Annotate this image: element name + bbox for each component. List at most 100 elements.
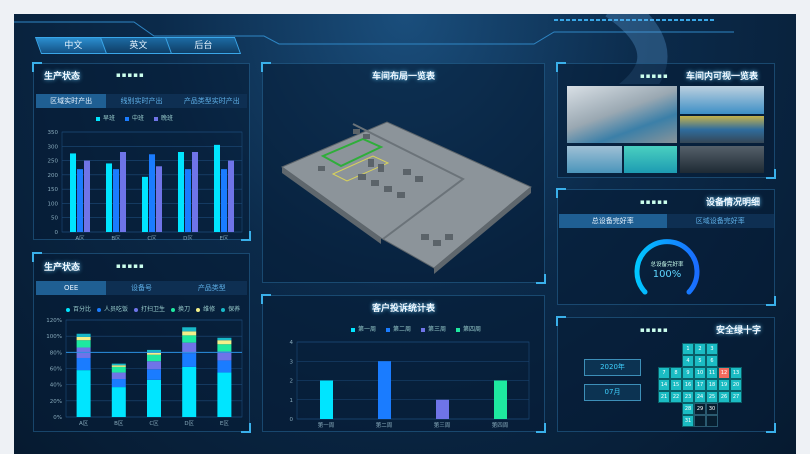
calendar-empty-cell <box>694 415 706 427</box>
stacked-segment-维修 <box>111 365 126 367</box>
tab-equipment-no[interactable]: 设备号 <box>130 284 152 292</box>
x-tick-label: E区 <box>220 420 229 427</box>
calendar-day[interactable]: 29 <box>694 403 706 415</box>
y-tick-label: 50 <box>51 216 58 222</box>
calendar-day[interactable]: 22 <box>670 391 682 403</box>
x-tick-label: A区 <box>75 235 85 240</box>
calendar-day[interactable]: 2 <box>694 343 706 355</box>
calendar-day[interactable]: 27 <box>730 391 742 403</box>
calendar-day[interactable]: 25 <box>706 391 718 403</box>
calendar-day[interactable]: 3 <box>706 343 718 355</box>
x-tick-label: 第三周 <box>434 421 451 429</box>
chart1-legend: 早班 中班 晚班 <box>96 113 173 122</box>
calendar-day[interactable]: 31 <box>682 415 694 427</box>
panel-title: 车间内可视一览表 <box>686 72 759 82</box>
calendar-day[interactable]: 18 <box>706 379 718 391</box>
calendar-day[interactable]: 8 <box>670 367 682 379</box>
y-tick-label: 40% <box>50 383 62 389</box>
legend-item: 早班 <box>96 113 115 122</box>
workshop-photo-4[interactable] <box>567 146 622 173</box>
lang-tab-admin[interactable]: 后台 <box>164 37 242 54</box>
panel-title: 生产状态 <box>44 263 81 273</box>
x-tick-label: C区 <box>149 420 159 427</box>
stacked-segment-打扫卫生 <box>147 361 161 370</box>
x-tick-label: D区 <box>184 420 194 427</box>
safety-cross-panel: ▪▪▪▪▪ 安全绿十字 2020年 07月 1 2 3 4 5 6 7 8 9 10 11 12 13 1… <box>556 316 776 433</box>
lang-tab-chinese[interactable]: 中文 <box>34 37 112 54</box>
calendar-day[interactable]: 28 <box>682 403 694 415</box>
y-tick-label: 3 <box>290 359 294 365</box>
y-tick-label: 120% <box>46 318 62 324</box>
legend-item: 打扫卫生 <box>134 304 165 313</box>
calendar-day[interactable]: 30 <box>706 403 718 415</box>
chart3-legend: 第一周 第二周 第三周 第四周 <box>351 324 481 333</box>
month-selector[interactable]: 07月 <box>584 384 641 401</box>
bar-晚班 <box>228 160 234 232</box>
legend-item: 百分比 <box>66 304 91 313</box>
tab-product-output[interactable]: 产品类型实时产出 <box>183 97 240 105</box>
tab-product-type[interactable]: 产品类型 <box>197 284 226 292</box>
workshop-3d-floorplan[interactable] <box>263 84 546 284</box>
calendar-day[interactable]: 15 <box>670 379 682 391</box>
calendar-day[interactable]: 20 <box>730 379 742 391</box>
stacked-segment-百分比 <box>182 366 197 417</box>
bar-中班 <box>221 169 227 232</box>
calendar-day[interactable]: 11 <box>706 367 718 379</box>
workshop-photo-6[interactable] <box>680 146 764 173</box>
legend-item: 第二周 <box>386 324 411 333</box>
stacked-segment-保养 <box>76 333 91 337</box>
bar-第四周 <box>494 380 507 419</box>
bar-第三周 <box>436 399 449 419</box>
stacked-segment-保养 <box>217 337 232 341</box>
calendar-day[interactable]: 10 <box>694 367 706 379</box>
year-selector[interactable]: 2020年 <box>584 359 641 376</box>
calendar-day[interactable]: 17 <box>694 379 706 391</box>
workshop-photo-1[interactable] <box>567 86 677 143</box>
title-dots: ▪▪▪▪▪ <box>116 262 145 270</box>
calendar-day[interactable]: 13 <box>730 367 742 379</box>
calendar-day[interactable]: 12 <box>718 367 730 379</box>
calendar-day[interactable]: 9 <box>682 367 694 379</box>
calendar-day[interactable]: 6 <box>706 355 718 367</box>
bar-中班 <box>77 169 83 232</box>
title-dots: ▪▪▪▪▪ <box>116 71 145 79</box>
calendar-day[interactable]: 14 <box>658 379 670 391</box>
stacked-segment-百分比 <box>147 379 161 417</box>
legend-item: 晚班 <box>154 113 173 122</box>
stacked-segment-维修 <box>217 340 232 345</box>
calendar-day[interactable]: 19 <box>718 379 730 391</box>
workshop-photo-3[interactable] <box>680 116 764 143</box>
calendar-day[interactable]: 24 <box>694 391 706 403</box>
complaints-panel: 客户投诉统计表 第一周 第二周 第三周 第四周 0 1 2 3 4 第一周 第二周 第三周 第四周 <box>261 294 546 433</box>
calendar-day[interactable]: 1 <box>682 343 694 355</box>
calendar-day[interactable]: 16 <box>682 379 694 391</box>
tab-line-output[interactable]: 线别实时产出 <box>120 97 163 105</box>
y-tick-label: 0 <box>55 230 59 236</box>
calendar-day[interactable]: 4 <box>682 355 694 367</box>
tab-total-rate[interactable]: 总设备完好率 <box>559 214 667 228</box>
calendar-day[interactable]: 7 <box>658 367 670 379</box>
x-tick-label: 第四周 <box>492 421 509 429</box>
x-tick-label: E区 <box>220 235 229 240</box>
workshop-photo-5[interactable] <box>624 146 677 173</box>
tab-area-output[interactable]: 区域实时产出 <box>36 94 107 108</box>
stacked-segment-维修 <box>76 336 91 341</box>
bar-晚班 <box>84 160 90 232</box>
tab-area-rate[interactable]: 区域设备完好率 <box>695 217 745 225</box>
lang-tab-english[interactable]: 英文 <box>99 37 177 54</box>
bar-晚班 <box>120 152 126 232</box>
stacked-segment-人员吃饭 <box>147 369 161 380</box>
stacked-segment-人员吃饭 <box>217 360 232 373</box>
gauge-label: 总设备完好率 <box>650 262 684 268</box>
y-tick-label: 150 <box>48 187 59 193</box>
tab-oee[interactable]: OEE <box>36 281 107 295</box>
calendar-day[interactable]: 26 <box>718 391 730 403</box>
calendar-day[interactable]: 21 <box>658 391 670 403</box>
title-dots: ▪▪▪▪▪ <box>640 72 669 80</box>
gauge-arc <box>634 239 700 295</box>
calendar-day[interactable]: 23 <box>682 391 694 403</box>
calendar-day[interactable]: 5 <box>694 355 706 367</box>
safety-calendar: 1 2 3 4 5 6 7 8 9 10 11 12 13 14 15 16 17 18 19 20 21 22 23 24 2… <box>658 343 744 429</box>
workshop-photo-2[interactable] <box>680 86 764 114</box>
legend-item: 中班 <box>125 113 144 122</box>
